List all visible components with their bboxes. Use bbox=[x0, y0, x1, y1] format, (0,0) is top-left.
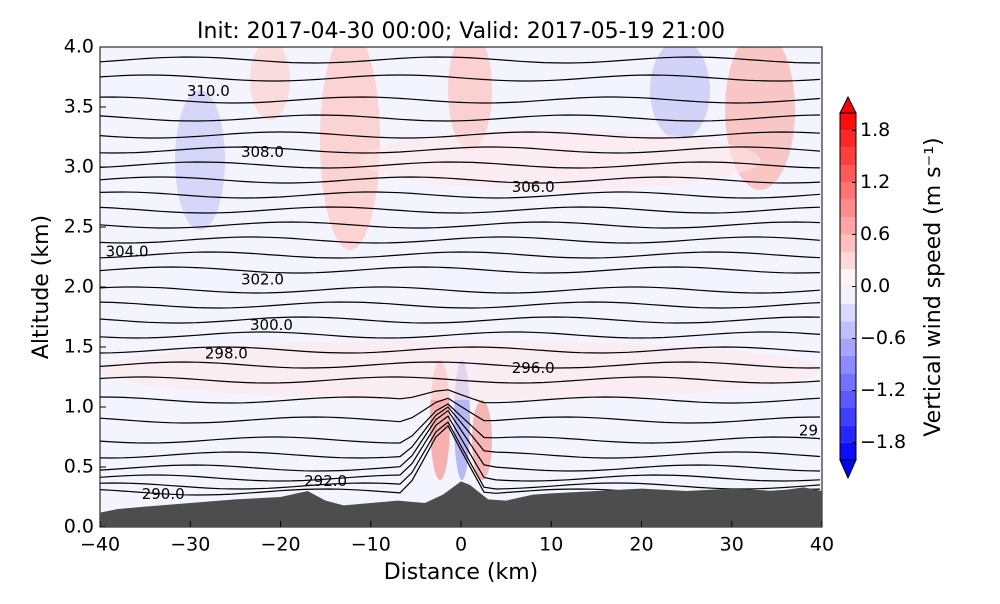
x-tick-label: −40 bbox=[80, 534, 120, 556]
colorbar-swatch bbox=[840, 147, 856, 166]
colorbar-swatch bbox=[840, 165, 856, 183]
colorbar-swatch bbox=[840, 321, 856, 339]
x-tick-label: −30 bbox=[170, 534, 210, 556]
y-tick-label: 3.0 bbox=[64, 156, 94, 178]
isentrope-line bbox=[100, 286, 821, 294]
isentrope-line bbox=[100, 56, 821, 64]
colorbar-swatch bbox=[840, 355, 856, 374]
isentrope-line bbox=[100, 191, 821, 199]
colorbar-tick-label: 0.6 bbox=[860, 223, 890, 245]
colorbar-swatch bbox=[840, 113, 856, 131]
isentrope-line bbox=[100, 131, 821, 139]
isentrope-line bbox=[100, 266, 821, 274]
contour-label: 290.0 bbox=[142, 485, 185, 503]
colorbar-swatch bbox=[840, 338, 856, 356]
isentrope-line bbox=[100, 206, 821, 214]
y-tick-label: 1.0 bbox=[64, 396, 94, 418]
y-tick-label: 2.5 bbox=[64, 216, 94, 238]
x-tick-label: 30 bbox=[720, 534, 744, 556]
y-tick-label: 2.0 bbox=[64, 276, 94, 298]
contour-label: 296.0 bbox=[512, 359, 555, 377]
y-tick-label: 0.5 bbox=[64, 456, 94, 478]
isentrope-line bbox=[100, 397, 821, 424]
colorbar-tick-label: 1.8 bbox=[860, 119, 890, 141]
isentrope-line bbox=[100, 331, 821, 339]
contour-label: 298.0 bbox=[205, 345, 248, 363]
colorbar-swatch bbox=[840, 373, 856, 391]
x-tick-label: 0 bbox=[455, 534, 467, 556]
colorbar-swatch bbox=[840, 442, 856, 460]
isentrope-line bbox=[100, 421, 821, 490]
chart-title: Init: 2017-04-30 00:00; Valid: 2017-05-1… bbox=[197, 19, 725, 44]
isentrope-line bbox=[100, 176, 821, 184]
terrain bbox=[100, 481, 822, 527]
y-axis-label: Altitude (km) bbox=[29, 215, 54, 359]
isentrope-line bbox=[100, 406, 821, 459]
isentrope-line bbox=[100, 389, 821, 404]
colorbar-tick-label: −0.6 bbox=[860, 327, 906, 349]
colorbar-swatch bbox=[840, 182, 856, 200]
isentrope-line bbox=[100, 409, 821, 472]
contour-label: 292.0 bbox=[304, 472, 347, 490]
contour-label: 308.0 bbox=[241, 143, 284, 161]
colorbar-swatch bbox=[840, 130, 856, 148]
isentrope-line bbox=[100, 346, 821, 354]
isentrope-line bbox=[100, 161, 821, 169]
colorbar-swatch bbox=[840, 234, 856, 252]
y-tick-label: 3.5 bbox=[64, 96, 94, 118]
y-tick-label: 1.5 bbox=[64, 336, 94, 358]
colorbar-tick-label: −1.8 bbox=[860, 431, 906, 453]
isentrope-line bbox=[100, 361, 821, 369]
colorbar-swatch bbox=[840, 269, 856, 287]
x-tick-label: 10 bbox=[539, 534, 563, 556]
contour-label: 310.0 bbox=[187, 82, 230, 100]
isentrope-line bbox=[100, 415, 821, 482]
colorbar-tick-label: 0.0 bbox=[860, 275, 890, 297]
contour-label: 29 bbox=[799, 422, 818, 440]
isentrope-line bbox=[100, 114, 821, 122]
contour-label: 302.0 bbox=[241, 270, 284, 288]
colorbar-swatch bbox=[840, 407, 856, 426]
colorbar-swatch bbox=[840, 251, 856, 270]
colorbar-tick-label: −1.2 bbox=[860, 379, 906, 401]
isentrope-line bbox=[100, 221, 821, 229]
isentrope-line bbox=[100, 316, 821, 324]
x-tick-label: 40 bbox=[810, 534, 834, 556]
colorbar-tick-label: 1.2 bbox=[860, 171, 890, 193]
colorbar-swatch bbox=[840, 217, 856, 235]
x-tick-label: 20 bbox=[629, 534, 653, 556]
isentrope-line bbox=[100, 96, 821, 104]
colorbar-label: Vertical wind speed (m s⁻¹) bbox=[921, 137, 946, 436]
isentrope-line bbox=[100, 74, 821, 82]
y-tick-label: 0.0 bbox=[64, 516, 94, 538]
colorbar-swatch bbox=[840, 390, 856, 408]
contour-label: 306.0 bbox=[512, 178, 555, 196]
isentropes bbox=[100, 56, 821, 496]
colorbar-swatch bbox=[840, 425, 856, 443]
isentrope-line bbox=[100, 146, 821, 154]
colorbar-swatch bbox=[840, 286, 856, 304]
contour-label: 300.0 bbox=[250, 316, 293, 334]
colorbar-extend-max bbox=[839, 95, 857, 114]
isentrope-line bbox=[100, 251, 821, 259]
colorbar-swatch bbox=[840, 303, 856, 322]
colorbar-swatch bbox=[840, 199, 856, 218]
contour-label: 304.0 bbox=[106, 243, 149, 261]
x-tick-label: −20 bbox=[260, 534, 300, 556]
x-axis-label: Distance (km) bbox=[384, 560, 539, 585]
isentrope-line bbox=[100, 236, 821, 244]
isentrope-line bbox=[100, 301, 821, 309]
x-tick-label: −10 bbox=[351, 534, 391, 556]
y-tick-label: 4.0 bbox=[64, 36, 94, 58]
colorbar-extend-min bbox=[839, 459, 857, 480]
isentrope-line bbox=[100, 376, 821, 384]
isentrope-line bbox=[100, 403, 821, 444]
